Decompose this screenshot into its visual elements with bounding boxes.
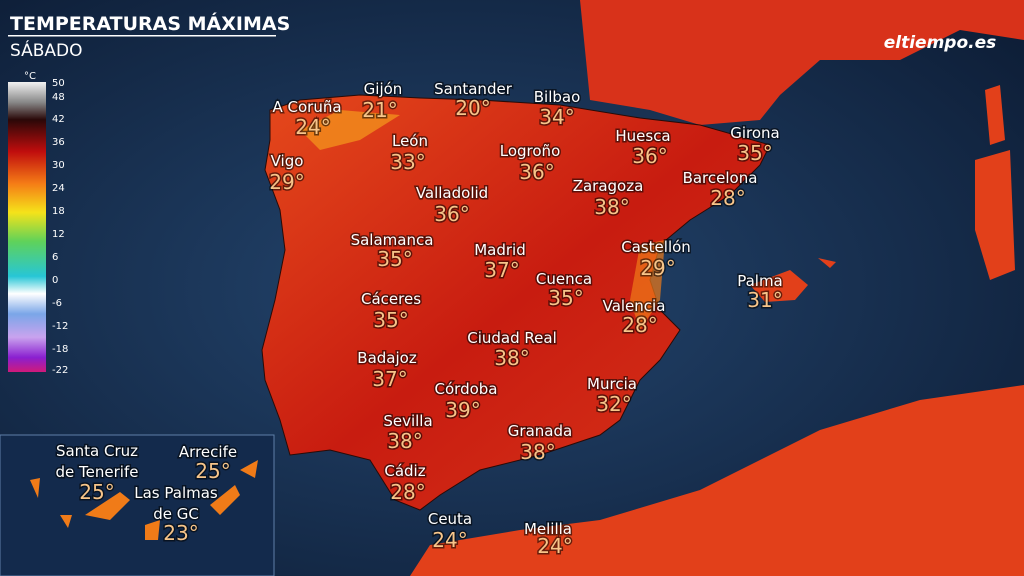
legend-label: -12 [52,321,68,332]
city-name: Badajoz [357,349,417,367]
city-temp: 24° [537,534,572,558]
city-name-line: Santa Cruz [56,442,138,460]
legend-label: 24 [52,183,65,194]
city-name: Madrid [474,241,526,259]
city-temp: 24° [432,528,467,552]
mallorca [750,270,808,302]
city-name: Santa Cruz de Tenerife [56,442,139,481]
city-name: Castellón [621,238,691,256]
warm-zone [630,240,665,330]
warm-zone [300,110,400,150]
city-temp: 28° [710,186,745,210]
city-temp: 35° [548,286,583,310]
city-name: Ciudad Real [467,329,557,347]
city-name: Sevilla [383,412,432,430]
title: TEMPERATURAS MÁXIMAS [10,12,290,35]
city-temp: 35° [373,308,408,332]
city-temp: 36° [519,160,554,184]
city-name: Huesca [615,127,670,145]
subtitle: SÁBADO [10,39,83,61]
city-temp: 32° [596,392,631,416]
legend-label: 42 [52,114,65,125]
title-rule [8,35,276,37]
legend-label: -6 [52,298,62,309]
city-name: Cádiz [384,462,425,480]
city-temp: 31° [747,288,782,312]
city-name: Córdoba [435,380,498,398]
menorca [818,258,836,268]
city-temp: 28° [390,480,425,504]
city-temp: 38° [594,195,629,219]
city-name-line: de GC [153,505,199,523]
legend-label: 0 [52,275,58,286]
city-temp: 38° [494,346,529,370]
city-name: A Coruña [272,98,341,116]
city-temp: 35° [737,141,772,165]
city-temp: 25° [195,459,230,483]
city-name: Cáceres [361,290,421,308]
city-name: Bilbao [534,88,581,106]
city-name: Santander [434,80,513,98]
city-temp: 36° [632,144,667,168]
legend-label: -18 [52,344,68,355]
city-temp: 24° [295,115,330,139]
city-temp: 37° [372,367,407,391]
city-name: Cuenca [536,270,592,288]
sardinia [975,150,1015,280]
legend-label: 12 [52,229,65,240]
city-temp: 37° [484,258,519,282]
legend-unit: °C [24,71,36,82]
city-name: Barcelona [683,169,758,187]
city-name: Murcia [587,375,637,393]
legend-scale [8,82,46,372]
legend-label: 6 [52,252,58,263]
city-name: Valencia [603,297,666,315]
city-temp: 29° [640,256,675,280]
city-name: Granada [508,422,572,440]
legend-label: 36 [52,137,65,148]
city-name: Valladolid [416,184,488,202]
logo: eltiempo.es [884,33,997,53]
city-temp: 29° [269,170,304,194]
city-name: Palma [737,272,783,290]
africa [410,385,1024,576]
city-temp: 21° [362,98,397,122]
city-temp: 39° [445,398,480,422]
city-name: Gijón [364,80,403,98]
city-temp: 36° [434,202,469,226]
france [580,0,1024,125]
city-temp: 28° [622,313,657,337]
city-name: Salamanca [351,231,434,249]
city-temp: 35° [377,247,412,271]
city-name-line: Las Palmas [134,484,218,502]
city-name: Girona [730,124,780,142]
legend-label: 30 [52,160,65,171]
legend-label: 48 [52,92,65,103]
city-name: Zaragoza [573,177,644,195]
city-temp: 23° [163,521,198,545]
city-name: Logroño [500,142,561,160]
city-name: León [392,132,428,150]
corsica [985,85,1005,145]
city-name: Melilla [524,520,572,538]
city-temp: 33° [390,150,425,174]
city-temp: 38° [520,440,555,464]
city-temp: 20° [455,96,490,120]
legend-label: -22 [52,365,68,376]
city-temp: 25° [79,480,114,504]
city-temp: 34° [539,105,574,129]
legend-label: 18 [52,206,65,217]
iberia [261,94,771,511]
city-temp: 38° [387,429,422,453]
city-name: Las Palmas de GC [134,484,218,523]
city-name: Vigo [271,152,304,170]
city-name: Ceuta [428,510,472,528]
city-name: Arrecife [179,443,237,461]
city-name-line: de Tenerife [56,463,139,481]
legend-label: 50 [52,78,65,89]
